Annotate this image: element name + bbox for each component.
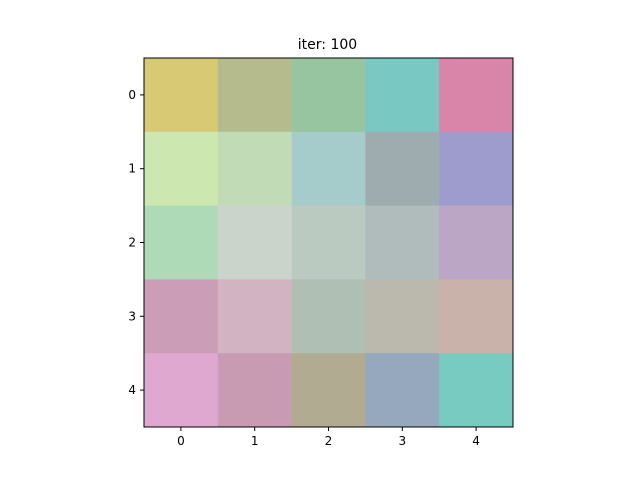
heatmap-cell-r3-c0 (144, 279, 219, 354)
x-tick-label: 0 (177, 434, 185, 448)
heatmap-cell-r2-c1 (217, 205, 292, 280)
x-tick-label: 4 (472, 434, 480, 448)
x-tick-label: 1 (251, 434, 259, 448)
heatmap-cell-r3-c2 (291, 279, 366, 354)
x-axis: 0 1 2 3 4 (177, 427, 480, 448)
y-axis: 0 1 2 3 4 (128, 88, 144, 397)
heatmap-cell-r1-c3 (365, 131, 440, 206)
heatmap-cell-r3-c1 (217, 279, 292, 354)
heatmap-cell-r0-c3 (365, 58, 440, 133)
heatmap-cell-r0-c4 (439, 58, 514, 133)
heatmap-cell-r4-c1 (217, 353, 292, 428)
heatmap-cell-r1-c2 (291, 131, 366, 206)
heatmap-cell-r0-c1 (217, 58, 292, 133)
heatmap-cell-r4-c4 (439, 353, 514, 428)
heatmap-cell-r1-c1 (217, 131, 292, 206)
heatmap-cell-r3-c3 (365, 279, 440, 354)
heatmap-cell-r0-c2 (291, 58, 366, 133)
heatmap-cell-r0-c0 (144, 58, 219, 133)
heatmap-cell-r4-c2 (291, 353, 366, 428)
heatmap-cell-r1-c0 (144, 131, 219, 206)
x-tick-label: 2 (325, 434, 333, 448)
heatmap-cell-r2-c4 (439, 205, 514, 280)
y-tick-label: 1 (128, 162, 136, 176)
y-tick-label: 2 (128, 236, 136, 250)
heatmap-cell-r2-c3 (365, 205, 440, 280)
heatmap-cell-r4-c3 (365, 353, 440, 428)
y-tick-label: 4 (128, 383, 136, 397)
heatmap-cell-r2-c2 (291, 205, 366, 280)
x-tick-label: 3 (398, 434, 406, 448)
heatmap-cell-r2-c0 (144, 205, 219, 280)
y-tick-label: 3 (128, 309, 136, 323)
chart-title: iter: 100 (298, 37, 357, 53)
heatmap-cell-r4-c0 (144, 353, 219, 428)
heatmap-cell-r1-c4 (439, 131, 514, 206)
heatmap-cells (144, 58, 514, 428)
heatmap-cell-r3-c4 (439, 279, 514, 354)
y-tick-label: 0 (128, 88, 136, 102)
